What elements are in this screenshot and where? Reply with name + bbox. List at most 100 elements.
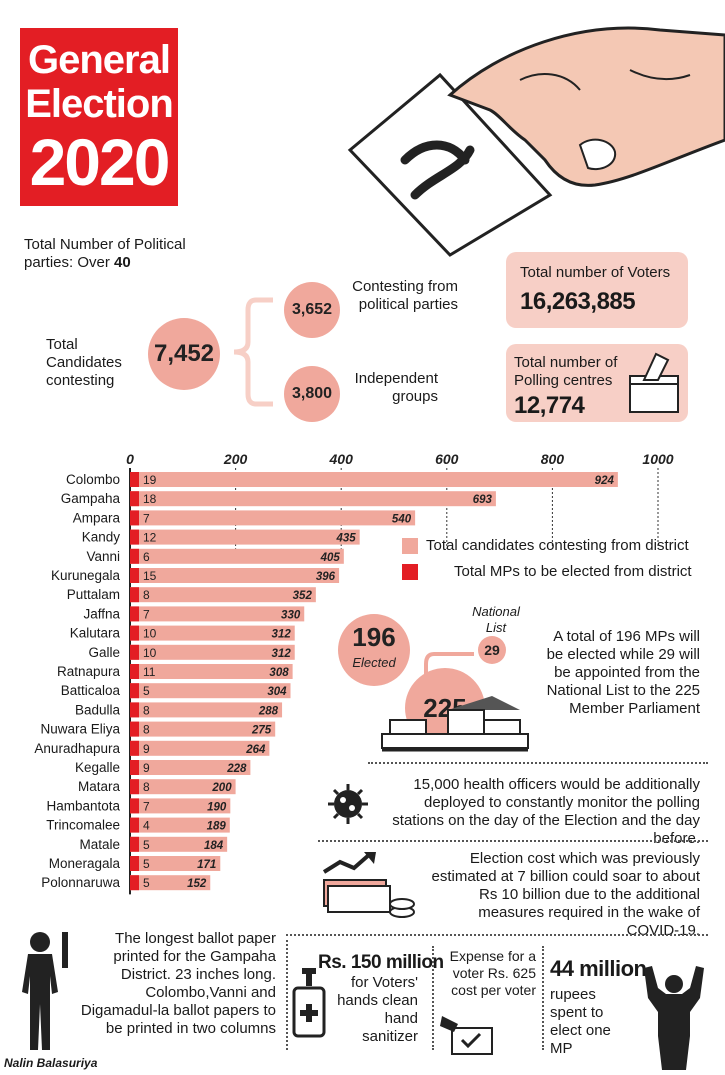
elected-circle: 196 Elected — [338, 614, 410, 686]
data-label-candidates: 312 — [272, 629, 292, 641]
title-box: General Election 2020 — [20, 28, 178, 206]
data-label-candidates: 171 — [197, 859, 216, 871]
x-tick-label: 200 — [223, 451, 248, 467]
bar-candidates — [130, 779, 236, 795]
data-label-mps: 19 — [143, 473, 157, 487]
category-label: Polonnaruwa — [41, 875, 120, 890]
category-label: Jaffna — [83, 606, 120, 621]
data-label-mps: 10 — [143, 646, 157, 660]
data-label-mps: 7 — [143, 799, 150, 813]
category-label: Moneragala — [49, 856, 121, 871]
bar-candidates — [130, 510, 416, 526]
category-label: Matale — [79, 837, 120, 852]
category-label: Kalutara — [70, 626, 121, 641]
x-tick-label: 400 — [329, 451, 354, 467]
category-label: Kandy — [82, 530, 121, 545]
data-label-mps: 5 — [143, 684, 150, 698]
legend-swatch-mps — [402, 564, 418, 580]
bar-mps — [130, 779, 139, 795]
sanitizer-value: Rs. 150 million — [318, 952, 444, 973]
divider — [368, 762, 708, 764]
category-label: Ratnapura — [57, 664, 121, 679]
polling-label: Total number of Polling centres — [514, 354, 618, 389]
credit: Nalin Balasuriya — [4, 1056, 98, 1070]
divider — [286, 934, 708, 936]
bar-mps — [130, 702, 139, 718]
voters-label: Total number of Voters — [520, 264, 671, 281]
bar-mps — [130, 683, 139, 699]
data-label-mps: 8 — [143, 780, 150, 794]
data-label-candidates: 275 — [251, 725, 272, 737]
data-label-candidates: 924 — [595, 475, 615, 487]
data-label-candidates: 288 — [258, 705, 279, 717]
data-label-mps: 6 — [143, 550, 150, 564]
category-label: Ampara — [73, 510, 121, 525]
bar-candidates — [130, 683, 291, 699]
national-label: National List — [472, 604, 520, 635]
data-label-mps: 5 — [143, 857, 150, 871]
bar-candidates — [130, 798, 231, 814]
bar-mps — [130, 760, 139, 775]
polling-value: 12,774 — [514, 392, 585, 419]
category-label: Nuwara Eliya — [40, 722, 120, 737]
bar-candidates — [130, 721, 276, 737]
title-line-3: 2020 — [29, 125, 171, 199]
data-label-candidates: 228 — [226, 763, 247, 775]
virus-icon — [328, 784, 368, 824]
data-label-candidates: 152 — [187, 878, 207, 890]
data-label-mps: 9 — [143, 742, 150, 756]
data-label-mps: 8 — [143, 723, 150, 737]
parliament-building-icon — [381, 696, 529, 752]
x-tick-label: 800 — [541, 451, 565, 467]
bar-mps — [130, 587, 139, 603]
data-label-candidates: 190 — [207, 801, 227, 813]
data-label-candidates: 200 — [211, 782, 232, 794]
data-label-mps: 10 — [143, 627, 157, 641]
bar-mps — [130, 856, 139, 871]
category-label: Kegalle — [75, 760, 120, 775]
bar-candidates — [130, 625, 295, 641]
bar-mps — [130, 664, 139, 679]
bar-candidates — [130, 472, 618, 487]
bar-mps — [130, 875, 139, 891]
data-label-mps: 18 — [143, 492, 157, 506]
data-label-candidates: 308 — [269, 667, 289, 679]
legend-candidates: Total candidates contesting from distric… — [426, 537, 689, 554]
data-label-candidates: 304 — [267, 686, 287, 698]
x-tick-label: 0 — [126, 451, 134, 467]
bar-mps — [130, 721, 139, 737]
data-label-mps: 12 — [143, 531, 157, 545]
sanitizer-icon — [292, 968, 326, 1038]
data-label-mps: 4 — [143, 819, 150, 833]
cost-text: Election cost which was previously estim… — [431, 850, 701, 939]
parties-text: Total Number of Political parties: Over … — [24, 236, 186, 271]
data-label-candidates: 540 — [392, 513, 412, 525]
national-value: 29 — [478, 636, 506, 664]
candidates-total: 7,452 — [148, 318, 220, 390]
category-label: Matara — [78, 779, 121, 794]
data-label-mps: 11 — [143, 665, 156, 679]
data-label-candidates: 312 — [272, 648, 292, 660]
bar-mps — [130, 836, 139, 852]
data-label-candidates: 264 — [245, 744, 266, 756]
data-label-mps: 15 — [143, 569, 157, 583]
divider — [318, 840, 708, 842]
independent-label: Independent groups — [354, 370, 438, 405]
title-line-1: General — [28, 38, 171, 82]
data-label-mps: 8 — [143, 703, 150, 717]
category-label: Colombo — [66, 472, 120, 487]
category-label: Badulla — [75, 702, 121, 717]
parties-count: 40 — [114, 254, 131, 271]
category-label: Kurunegala — [51, 568, 121, 583]
bar-candidates — [130, 856, 221, 871]
bar-mps — [130, 472, 139, 487]
x-tick-label: 1000 — [642, 451, 673, 467]
ballot-hand-icon — [347, 26, 725, 257]
independent-value: 3,800 — [284, 366, 340, 422]
mps-text: A total of 196 MPs will be elected while… — [546, 628, 700, 717]
bar-mps — [130, 548, 139, 564]
divider — [286, 940, 288, 1050]
category-label: Galle — [88, 645, 120, 660]
voters-value: 16,263,885 — [520, 288, 636, 315]
